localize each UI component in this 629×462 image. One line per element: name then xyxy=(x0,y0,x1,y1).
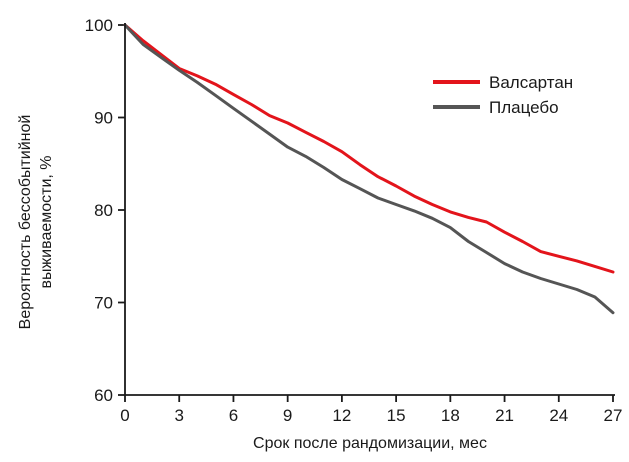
y-tick-label: 90 xyxy=(94,109,113,128)
y-tick-label: 100 xyxy=(85,16,113,35)
x-tick-label: 27 xyxy=(604,406,623,425)
y-tick-label: 60 xyxy=(94,386,113,405)
x-tick-label: 15 xyxy=(387,406,406,425)
legend-label-placebo: Плацебо xyxy=(489,98,559,117)
legend-label-valsartan: Валсартан xyxy=(489,73,573,92)
legend: Валсартан Плацебо xyxy=(433,73,573,117)
x-tick-label: 9 xyxy=(283,406,292,425)
y-tick-label: 80 xyxy=(94,201,113,220)
y-axis-title-line2: выживаемости, % xyxy=(38,155,55,288)
x-tick-label: 18 xyxy=(441,406,460,425)
x-tick-label: 21 xyxy=(495,406,514,425)
y-axis-title-line1: Вероятность бессобытийной xyxy=(17,115,34,330)
series-lines xyxy=(123,23,615,315)
x-tick-label: 3 xyxy=(174,406,183,425)
x-tick-label: 0 xyxy=(120,406,129,425)
x-axis-ticks: 0 3 6 9 12 15 18 21 24 27 xyxy=(120,395,622,425)
x-axis-title: Срок после рандомизации, мес xyxy=(253,435,487,452)
y-tick-label: 70 xyxy=(94,294,113,313)
y-axis-ticks: 60 70 80 90 100 xyxy=(85,16,125,405)
series-line-valsartan xyxy=(123,23,615,274)
series-line-placebo xyxy=(123,23,615,315)
x-tick-label: 24 xyxy=(549,406,568,425)
x-tick-label: 6 xyxy=(229,406,238,425)
x-tick-label: 12 xyxy=(332,406,351,425)
